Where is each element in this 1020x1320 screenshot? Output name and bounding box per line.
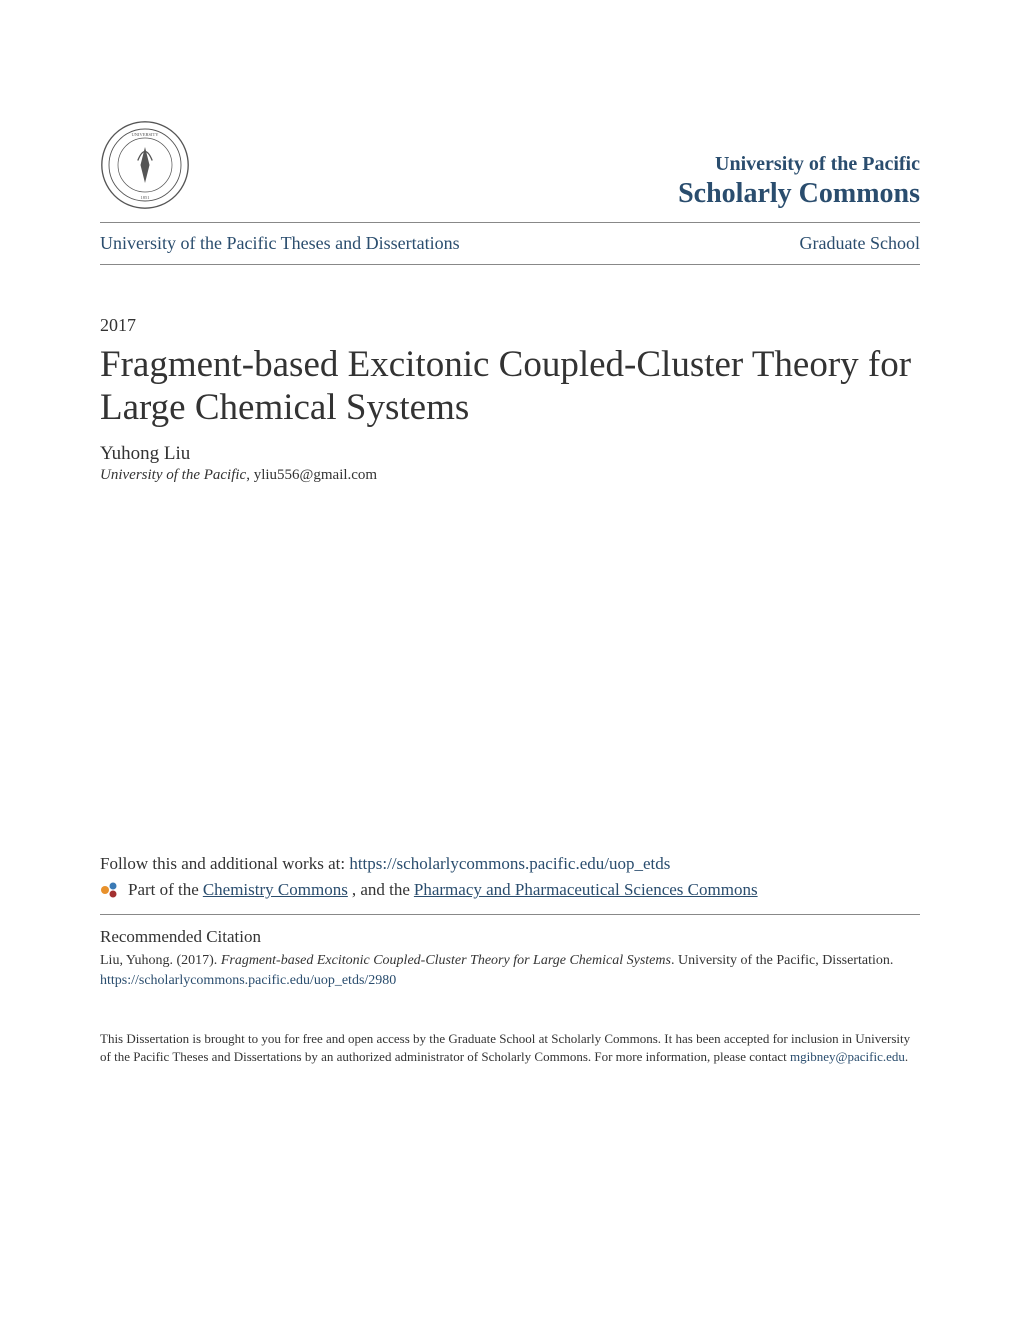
header-titles: University of the Pacific Scholarly Comm… [678, 153, 920, 210]
divider-nav [100, 264, 920, 265]
school-link[interactable]: Graduate School [800, 233, 920, 254]
follow-prefix: Follow this and additional works at: [100, 854, 349, 873]
svg-text:1851: 1851 [141, 195, 150, 200]
university-name: University of the Pacific [678, 153, 920, 176]
author-affiliation: University of the Pacific, yliu556@gmail… [100, 467, 920, 484]
author-name: Yuhong Liu [100, 443, 920, 465]
pharmacy-commons-link[interactable]: Pharmacy and Pharmaceutical Sciences Com… [414, 880, 758, 900]
publication-year: 2017 [100, 315, 920, 336]
nav-row: University of the Pacific Theses and Dis… [100, 223, 920, 264]
author-email: , yliu556@gmail.com [246, 467, 377, 483]
citation-title: Fragment-based Excitonic Coupled-Cluster… [221, 953, 671, 968]
affiliation-text: University of the Pacific [100, 467, 246, 483]
document-title: Fragment-based Excitonic Coupled-Cluster… [100, 344, 920, 429]
chemistry-commons-link[interactable]: Chemistry Commons [203, 880, 348, 900]
seal-icon: UNIVERSITY 1851 [100, 120, 190, 210]
network-prefix: Part of the [128, 880, 199, 900]
citation-author-year: Liu, Yuhong. (2017). [100, 953, 221, 968]
citation-heading: Recommended Citation [100, 927, 920, 947]
citation-url-link[interactable]: https://scholarlycommons.pacific.edu/uop… [100, 973, 396, 988]
network-middle: , and the [352, 880, 410, 900]
divider-citation [100, 914, 920, 915]
follow-url-link[interactable]: https://scholarlycommons.pacific.edu/uop… [349, 854, 670, 873]
network-icon [100, 880, 120, 900]
footer-period: . [905, 1049, 908, 1064]
footer-email-link[interactable]: mgibney@pacific.edu [790, 1049, 905, 1064]
follow-line: Follow this and additional works at: htt… [100, 854, 920, 874]
content-spacer [100, 484, 920, 854]
header-section: UNIVERSITY 1851 University of the Pacifi… [100, 120, 920, 210]
collection-link[interactable]: University of the Pacific Theses and Dis… [100, 233, 460, 254]
repository-name: Scholarly Commons [678, 178, 920, 210]
footer-body: This Dissertation is brought to you for … [100, 1031, 910, 1064]
citation-text: Liu, Yuhong. (2017). Fragment-based Exci… [100, 951, 920, 990]
network-line: Part of the Chemistry Commons, and the P… [100, 880, 920, 900]
footer-text: This Dissertation is brought to you for … [100, 1030, 920, 1066]
svg-text:UNIVERSITY: UNIVERSITY [132, 132, 160, 137]
university-seal: UNIVERSITY 1851 [100, 120, 190, 210]
citation-section: Recommended Citation Liu, Yuhong. (2017)… [100, 927, 920, 990]
citation-publisher: . University of the Pacific, Dissertatio… [671, 953, 893, 968]
